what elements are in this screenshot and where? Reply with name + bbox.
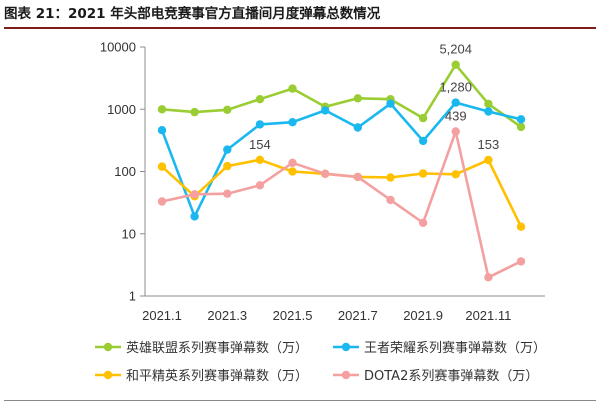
series-1 (157, 60, 526, 132)
y-tick-label: 100 (114, 164, 136, 179)
data-point (451, 127, 460, 136)
data-point (255, 95, 265, 104)
data-point (451, 98, 460, 107)
legend-swatch-marker (341, 342, 351, 352)
legend-label: 英雄联盟系列赛事弹幕数（万） (126, 340, 308, 356)
series-line (160, 101, 522, 218)
series-layer (157, 60, 526, 282)
y-tick-label: 1 (129, 289, 136, 304)
x-tick-label: 2021.3 (207, 308, 247, 323)
legend-item: 英雄联盟系列赛事弹幕数（万） (95, 340, 308, 356)
data-point (288, 84, 297, 93)
data-point (321, 106, 330, 115)
series-4 (157, 127, 526, 282)
data-point (516, 122, 526, 132)
data-point (386, 195, 395, 205)
data-point (516, 257, 526, 266)
data-point (223, 189, 232, 198)
data-point (157, 162, 167, 171)
y-tick-label: 10000 (100, 40, 136, 55)
data-point (288, 158, 297, 167)
data-point (190, 190, 199, 199)
data-point (288, 118, 297, 127)
series-line (161, 63, 522, 128)
legend-swatch-marker (103, 370, 113, 380)
legend-swatch-marker (103, 342, 113, 352)
legend-item: 和平精英系列赛事弹幕数（万） (95, 368, 308, 384)
data-point (353, 123, 362, 132)
data-label: 5,204 (439, 42, 472, 57)
data-point (451, 170, 460, 179)
figure-title: 图表 21：2021 年头部电竞赛事官方直播间月度弹幕总数情况 (4, 6, 381, 22)
y-tick-label: 1000 (107, 102, 136, 117)
data-point (418, 169, 428, 178)
data-label: 1,280 (439, 80, 472, 95)
data-point (516, 115, 526, 124)
data-point (516, 222, 526, 231)
legend-item: 王者荣耀系列赛事弹幕数（万） (333, 340, 546, 356)
data-label: 154 (249, 137, 271, 152)
data-point (223, 161, 232, 171)
title-rule (4, 27, 596, 29)
x-tick-label: 2021.9 (403, 308, 443, 323)
data-point (255, 120, 265, 129)
series-2 (157, 98, 526, 221)
data-point (484, 273, 493, 282)
legend-swatch-marker (341, 370, 351, 380)
chart-axes: 1 10 100 1000 10000 2021.1 2021.3 2021.5 2021.7 2… (100, 40, 545, 323)
data-label: 439 (445, 109, 467, 124)
y-tick-label: 10 (122, 226, 136, 241)
series-line (161, 130, 522, 279)
data-point (157, 105, 167, 114)
data-point (223, 145, 232, 154)
data-point (484, 99, 493, 109)
data-point (353, 172, 362, 182)
data-point (288, 167, 297, 176)
data-point (157, 197, 167, 206)
data-point (190, 212, 199, 221)
data-labels: 5,204 1,280 439 154 153 (249, 42, 499, 152)
x-tick-label: 2021.5 (273, 308, 313, 323)
data-point (190, 107, 199, 117)
chart-legend: 英雄联盟系列赛事弹幕数（万） 王者荣耀系列赛事弹幕数（万） 和平精英系列赛事弹幕数（… (95, 340, 546, 384)
legend-label: 王者荣耀系列赛事弹幕数（万） (364, 340, 546, 356)
legend-item: DOTA2系列赛事弹幕数（万） (333, 368, 538, 384)
x-tick-label: 2021.7 (338, 308, 378, 323)
data-point (418, 136, 428, 146)
data-point (223, 105, 232, 115)
data-point (157, 126, 167, 135)
data-point (353, 94, 362, 103)
data-point (386, 99, 395, 108)
data-point (484, 107, 493, 116)
data-point (321, 169, 330, 178)
bottom-rule (4, 400, 596, 401)
x-tick-label: 2021.1 (142, 308, 182, 323)
data-point (484, 155, 493, 165)
data-point (386, 173, 395, 182)
x-tick-label: 2021.11 (465, 308, 511, 323)
data-point (255, 155, 265, 164)
data-point (255, 181, 265, 190)
data-point (418, 218, 428, 227)
data-label: 153 (478, 137, 500, 152)
data-point (451, 60, 460, 69)
data-point (418, 113, 428, 123)
legend-label: DOTA2系列赛事弹幕数（万） (364, 368, 538, 384)
legend-label: 和平精英系列赛事弹幕数（万） (126, 368, 308, 384)
